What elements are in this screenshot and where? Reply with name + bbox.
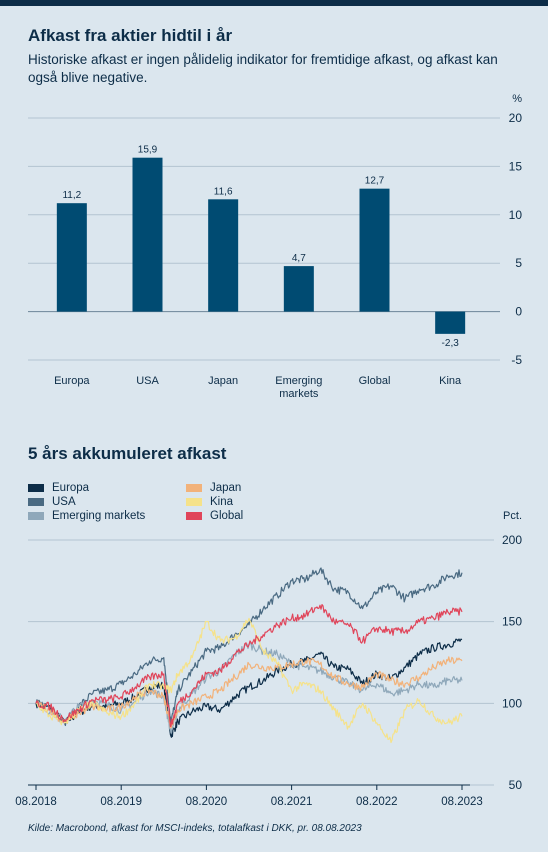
line-y-tick-label: 50 (509, 778, 523, 792)
line-chart-legend: Europa USA Emerging markets Japan Kina Global (28, 482, 328, 532)
bar-y-unit: % (512, 93, 522, 105)
bar-value-label: 12,7 (365, 176, 385, 187)
line-x-tick-label: 08.2020 (186, 796, 228, 808)
line-y-tick-label: 150 (502, 615, 522, 629)
legend-item: USA (28, 496, 76, 508)
bar-y-tick-label: 15 (509, 159, 523, 173)
bar-category-label: Global (359, 375, 391, 387)
series-line-japan (35, 656, 463, 729)
chart1-subtitle: Historiske afkast er ingen pålidelig ind… (28, 52, 498, 85)
legend-swatch (28, 498, 44, 506)
chart1-title: Afkast fra aktier hidtil i år (28, 26, 233, 45)
bar-emerging-markets (283, 266, 314, 312)
legend-label: USA (52, 496, 76, 508)
line-x-tick-label: 08.2019 (100, 796, 142, 808)
bar-category-label: Europa (54, 375, 90, 387)
bar-japan (208, 199, 239, 312)
bar-y-tick-label: 5 (515, 256, 522, 270)
bar-category-label: Japan (208, 375, 238, 387)
top-accent-bar (0, 0, 548, 6)
legend-label: Europa (52, 482, 90, 494)
bar-category-label: Kina (439, 375, 462, 387)
line-y-tick-label: 200 (502, 533, 522, 547)
legend-label: Kina (210, 496, 234, 508)
bar-category-label: markets (279, 388, 319, 400)
bar-category-label: Emerging (275, 375, 322, 387)
legend-item: Kina (186, 496, 233, 508)
chart2-title: 5 års akkumuleret afkast (28, 444, 227, 463)
bar-value-label: 11,6 (214, 186, 233, 197)
legend-label: Emerging markets (52, 510, 146, 522)
bar-category-label: USA (136, 375, 159, 387)
series-line-emerging-markets (35, 642, 463, 734)
source-note: Kilde: Macrobond, afkast for MSCI-indeks… (28, 823, 362, 834)
bar-usa (132, 157, 163, 312)
bar-value-label: 15,9 (138, 145, 158, 156)
line-chart: Pct. 200 150 100 50 08.2018 08.2019 08.2020 08.2… (15, 510, 523, 808)
bar-value-label: -2,3 (442, 338, 460, 349)
legend-item: Europa (28, 482, 89, 494)
bar-chart: % 20 15 10 5 0 -5 11,2 Europa 15,9 USA 11,6 Japan 4,7… (28, 93, 523, 400)
legend-swatch (186, 512, 202, 520)
series-line-usa (35, 567, 463, 727)
bar-kina (435, 311, 466, 334)
series-line-global (35, 604, 463, 727)
legend-swatch (28, 512, 44, 520)
legend-swatch (28, 484, 44, 492)
legend-label: Japan (210, 482, 242, 494)
line-y-tick-label: 100 (502, 696, 522, 710)
line-x-tick-label: 08.2021 (271, 796, 313, 808)
legend-item: Emerging markets (28, 510, 145, 522)
bar-value-label: 4,7 (292, 253, 306, 264)
bar-europa (56, 203, 87, 312)
line-x-tick-label: 08.2022 (356, 796, 398, 808)
bar-global (359, 188, 390, 312)
bar-y-tick-label: 10 (509, 208, 523, 222)
series-line-kina (36, 617, 463, 744)
bar-value-label: 11,2 (62, 190, 81, 201)
line-y-unit: Pct. (503, 510, 522, 522)
bar-y-tick-label: 0 (515, 305, 522, 319)
line-x-tick-label: 08.2023 (441, 796, 483, 808)
bar-y-tick-label: -5 (511, 353, 522, 367)
legend-item: Global (186, 510, 243, 522)
legend-swatch (186, 484, 202, 492)
bar-y-tick-label: 20 (509, 111, 523, 125)
legend-label: Global (210, 510, 244, 522)
line-x-tick-label: 08.2018 (15, 796, 57, 808)
legend-swatch (186, 498, 202, 506)
legend-item: Japan (186, 482, 241, 494)
